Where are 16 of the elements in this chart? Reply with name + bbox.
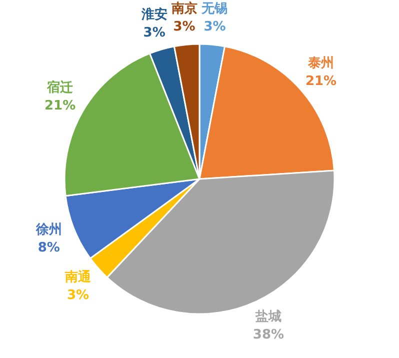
data-label: 21% [305,74,337,89]
slice-label: 盐城 [254,308,282,325]
data-label: 21% [44,98,76,114]
data-label: 8% [38,240,60,256]
slice-label: 宿迁 [46,80,74,96]
data-label: 3% [66,288,90,304]
slice-label: 泰州 [307,56,334,71]
slice-label: 徐州 [34,222,62,238]
data-label: 3% [173,20,196,35]
data-label: 38% [252,328,284,343]
data-label: 3% [204,20,226,35]
slice-label: 南通 [64,269,92,286]
slice-label: 淮安 [140,6,168,22]
slice-label: 南京 [170,0,198,17]
slice-label: 无锡 [200,2,228,17]
data-label: 3% [143,25,166,40]
